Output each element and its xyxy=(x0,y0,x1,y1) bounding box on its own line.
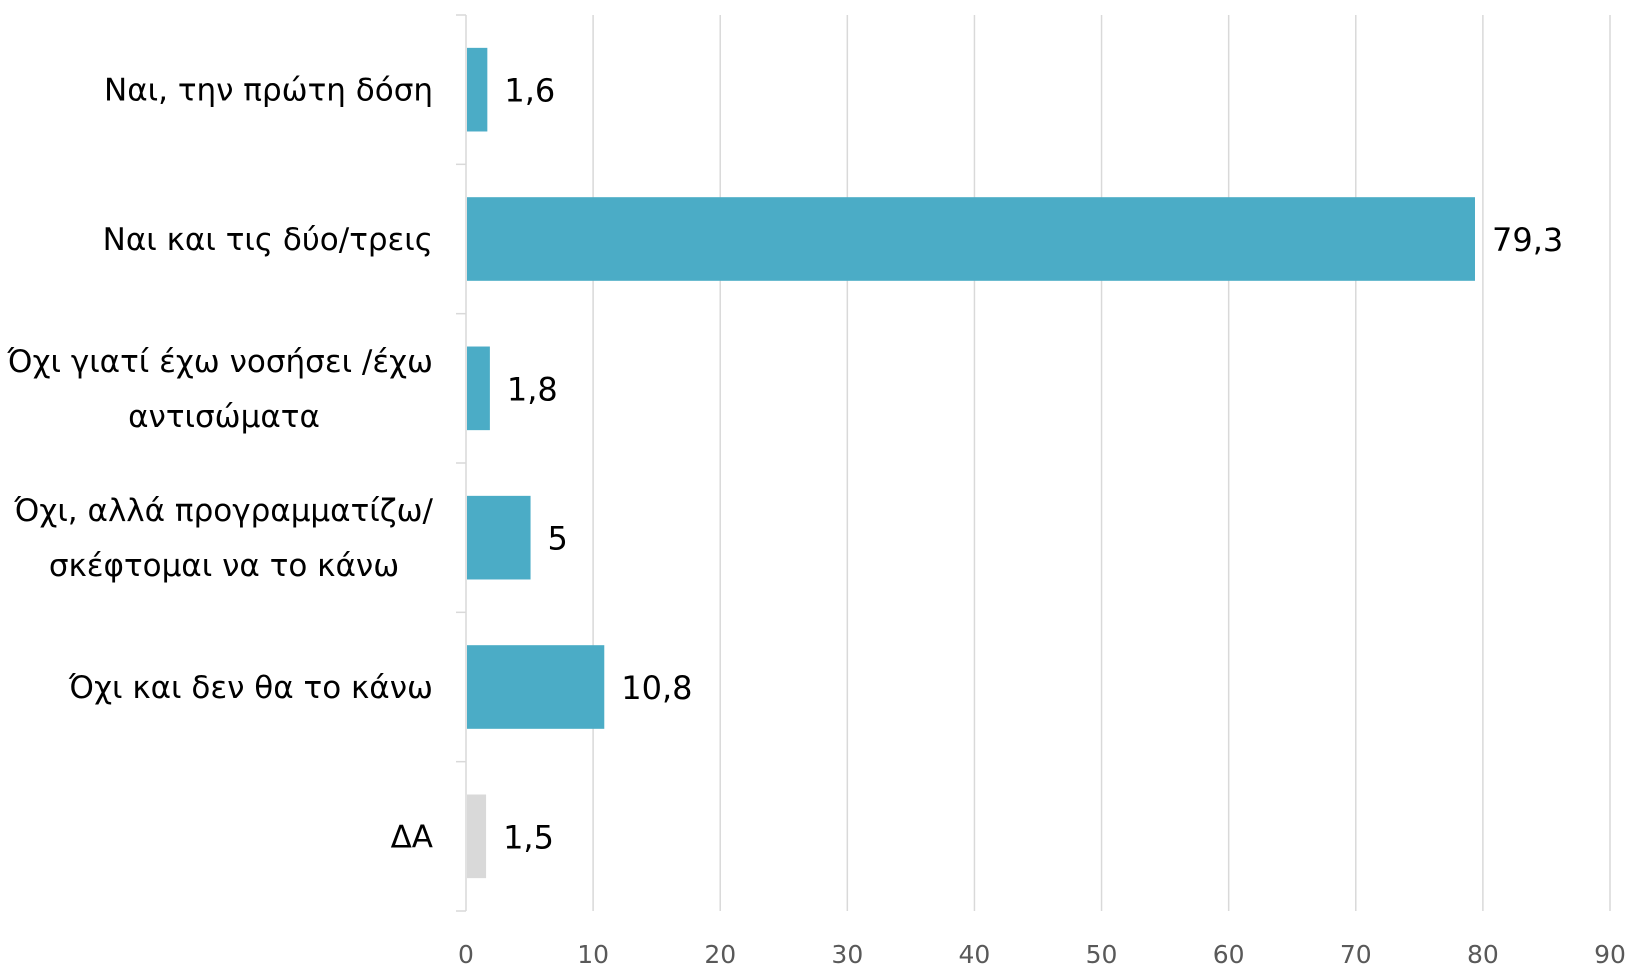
category-label: Όχι, αλλά προγραμματίζω/σκέφτομαι να το … xyxy=(13,493,433,584)
data-label: 1,8 xyxy=(507,370,558,408)
category-label-line: σκέφτομαι να το κάνω xyxy=(49,548,399,584)
category-label: ΔΑ xyxy=(391,819,433,855)
x-tick-label: 0 xyxy=(458,940,474,966)
bar xyxy=(467,47,488,132)
bar xyxy=(467,645,605,729)
category-label-line: Όχι γιατί έχω νοσήσει /έχω xyxy=(6,344,433,380)
x-tick-label: 20 xyxy=(704,940,736,966)
data-label: 79,3 xyxy=(1492,221,1563,259)
bar xyxy=(467,794,487,879)
x-tick-label: 60 xyxy=(1213,940,1245,966)
labels: 0 10 20 30 40 50 60 70 80 90 1,6 Ναι, την πρώτη δόσ… xyxy=(6,72,1626,966)
category-label: Ναι, την πρώτη δόση xyxy=(104,73,433,109)
bar xyxy=(467,346,490,431)
bars xyxy=(467,47,1475,879)
x-tick-label: 40 xyxy=(959,940,991,966)
bar xyxy=(467,197,1475,281)
bar xyxy=(467,495,531,580)
x-tick-label: 30 xyxy=(831,940,863,966)
x-tick-label: 50 xyxy=(1086,940,1118,966)
data-label: 10,8 xyxy=(621,669,692,707)
category-label-line: αντισώματα xyxy=(128,399,320,435)
category-axis xyxy=(456,14,467,912)
data-label: 1,6 xyxy=(504,72,555,110)
data-label: 5 xyxy=(548,520,568,558)
x-tick-label: 80 xyxy=(1467,940,1499,966)
x-tick-label: 90 xyxy=(1594,940,1626,966)
category-label-line: Όχι, αλλά προγραμματίζω/ xyxy=(13,493,433,529)
x-tick-label: 70 xyxy=(1340,940,1372,966)
x-tick-label: 10 xyxy=(577,940,609,966)
category-label: Ναι και τις δύο/τρεις xyxy=(103,222,433,258)
gridlines xyxy=(592,15,1611,911)
data-label: 1,5 xyxy=(503,818,554,856)
category-label: Όχι και δεν θα το κάνω xyxy=(68,670,433,706)
category-label: Όχι γιατί έχω νοσήσει /έχω αντισώματα xyxy=(6,344,433,435)
